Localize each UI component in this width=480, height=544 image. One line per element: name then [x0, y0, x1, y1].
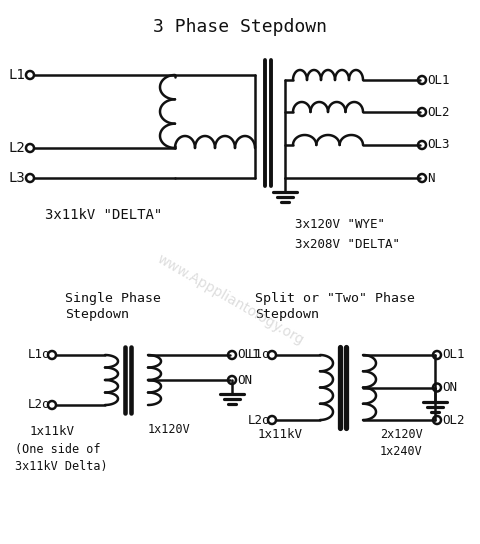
Text: L2o: L2o	[248, 413, 271, 426]
Text: 3x120V "WYE": 3x120V "WYE"	[295, 219, 385, 232]
Text: Single Phase: Single Phase	[65, 292, 161, 305]
Text: L1o: L1o	[248, 349, 271, 362]
Text: ON: ON	[442, 381, 457, 394]
Text: L2o: L2o	[28, 399, 50, 411]
Text: N: N	[427, 171, 434, 184]
Text: 3x208V "DELTA": 3x208V "DELTA"	[295, 238, 400, 251]
Text: 1x240V: 1x240V	[380, 445, 423, 458]
Text: 3 Phase Stepdown: 3 Phase Stepdown	[153, 18, 327, 36]
Text: OL2: OL2	[427, 106, 449, 119]
Text: 1x11kV: 1x11kV	[258, 428, 303, 441]
Text: ON: ON	[237, 374, 252, 386]
Text: 2x120V: 2x120V	[380, 428, 423, 441]
Text: Stepdown: Stepdown	[65, 308, 129, 321]
Text: OL1: OL1	[442, 349, 465, 362]
Text: OL2: OL2	[442, 413, 465, 426]
Text: Stepdown: Stepdown	[255, 308, 319, 321]
Text: (One side of: (One side of	[15, 443, 100, 456]
Text: L1: L1	[8, 68, 25, 82]
Text: www.Apppliantology.org: www.Apppliantology.org	[154, 252, 306, 348]
Text: 3x11kV "DELTA": 3x11kV "DELTA"	[45, 208, 162, 222]
Text: 1x11kV: 1x11kV	[30, 425, 75, 438]
Text: OL1: OL1	[237, 349, 260, 362]
Text: Split or "Two" Phase: Split or "Two" Phase	[255, 292, 415, 305]
Text: 3x11kV Delta): 3x11kV Delta)	[15, 460, 108, 473]
Text: 1x120V: 1x120V	[148, 423, 191, 436]
Text: L2: L2	[8, 141, 25, 155]
Text: OL3: OL3	[427, 139, 449, 151]
Text: L3: L3	[8, 171, 25, 185]
Text: OL1: OL1	[427, 73, 449, 86]
Text: L1o: L1o	[28, 349, 50, 362]
